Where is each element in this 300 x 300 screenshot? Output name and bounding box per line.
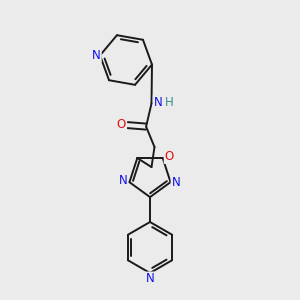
Text: N: N — [92, 49, 101, 62]
Text: O: O — [117, 118, 126, 131]
Text: O: O — [165, 150, 174, 163]
Text: N: N — [172, 176, 180, 189]
Text: N: N — [154, 95, 163, 109]
Text: H: H — [164, 96, 173, 110]
Text: N: N — [146, 272, 154, 286]
Text: N: N — [118, 174, 127, 187]
